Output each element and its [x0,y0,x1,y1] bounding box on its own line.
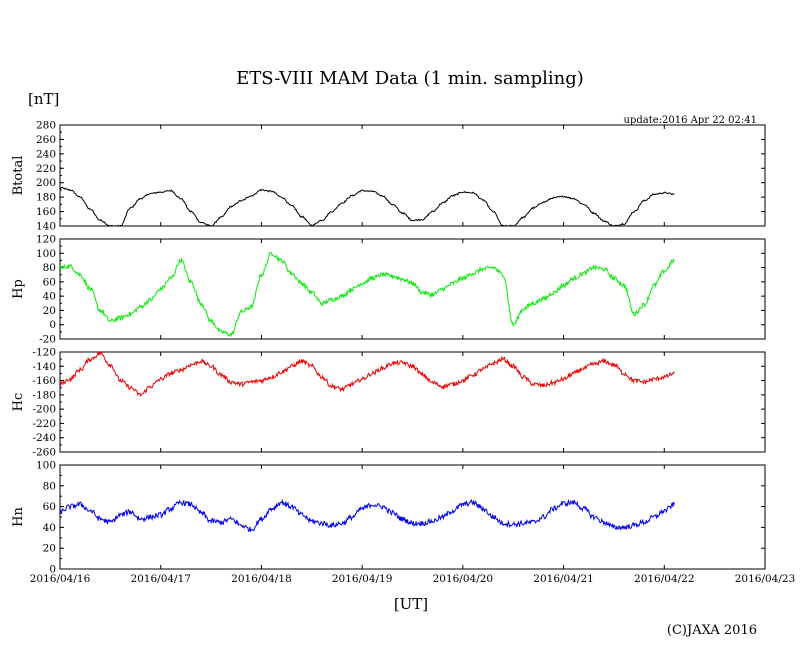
x-tick-label: 2016/04/16 [30,573,91,585]
copyright-credit: (C)JAXA 2016 [667,623,757,638]
y-tick-label: 20 [43,543,56,555]
y-tick-label: 240 [36,148,56,160]
y-tick-label: 120 [36,234,56,246]
chart-title: ETS-VIII MAM Data (1 min. sampling) [236,68,584,89]
y-tick-label: 220 [36,163,56,175]
y-tick-label: -120 [32,347,56,359]
y-tick-label: 0 [49,564,56,576]
panel-hc: -260 -240 -220 -200 -180 -160 -140 -120 Hc [11,347,766,459]
y-tick-label: 60 [43,276,56,288]
y-tick-label: 100 [36,248,56,260]
y-tick-label: 260 [36,134,56,146]
y-tick-label: 140 [36,221,56,233]
y-tick-label: 40 [43,291,56,303]
y-tick-label: 80 [43,480,56,492]
panels-group: 140160180200220240260280Btotal-200204060… [11,120,766,576]
x-tick-label: 2016/04/20 [433,573,494,585]
y-tick-label: 20 [43,305,56,317]
y-tick-label: 0 [49,319,56,331]
y-tick-label: -180 [32,389,56,401]
y-tick-label: 280 [36,120,56,132]
x-axis-label: [UT] [394,595,428,613]
y-tick-label: 180 [36,192,56,204]
y-tick-label: -220 [32,418,56,430]
unit-label: [nT] [28,90,59,108]
y-tick-label: -260 [32,447,56,459]
y-tick-label: -140 [32,361,56,373]
panel-hp: -20 0 20 40 60 80 100 120 Hp [11,234,766,346]
y-tick-label: 160 [36,206,56,218]
panel-hn: 0 20 40 60 80 100 Hn [11,460,766,576]
series-line-btotal [60,186,675,226]
y-tick-label: -160 [32,375,56,387]
x-tick-label: 2016/04/19 [332,573,393,585]
update-timestamp: update:2016 Apr 22 02:41 [624,115,757,126]
y-tick-label: 200 [36,177,56,189]
y-tick-label: -20 [39,334,56,346]
y-tick-label: 80 [43,262,56,274]
y-tick-label: -200 [32,404,56,416]
panel-label-hp: Hp [11,279,26,299]
panel-btotal: 140 160 180 200 220 240 260 280 Btotal [11,120,766,233]
x-tick-label: 2016/04/23 [735,573,796,585]
x-tick-label: 2016/04/17 [130,573,191,585]
x-tick-label: 2016/04/18 [231,573,292,585]
panel-label-hc: Hc [11,393,26,412]
y-tick-label: -240 [32,432,56,444]
y-tick-label: 60 [43,501,56,513]
series-line-hc [60,352,675,397]
x-tick-label: 2016/04/21 [533,573,594,585]
series-line-hp [60,251,675,338]
panel-frame [59,464,766,570]
panel-label-hn: Hn [11,507,26,527]
series-line-hn [60,498,675,533]
x-axis: 2016/04/16 2016/04/17 2016/04/18 2016/04/19… [30,573,796,585]
y-tick-label: 40 [43,522,56,534]
x-tick-label: 2016/04/22 [634,573,695,585]
panel-label-btotal: Btotal [11,156,26,196]
y-tick-label: 100 [36,460,56,472]
panel-frame [59,238,766,340]
panel-frame [59,124,766,227]
